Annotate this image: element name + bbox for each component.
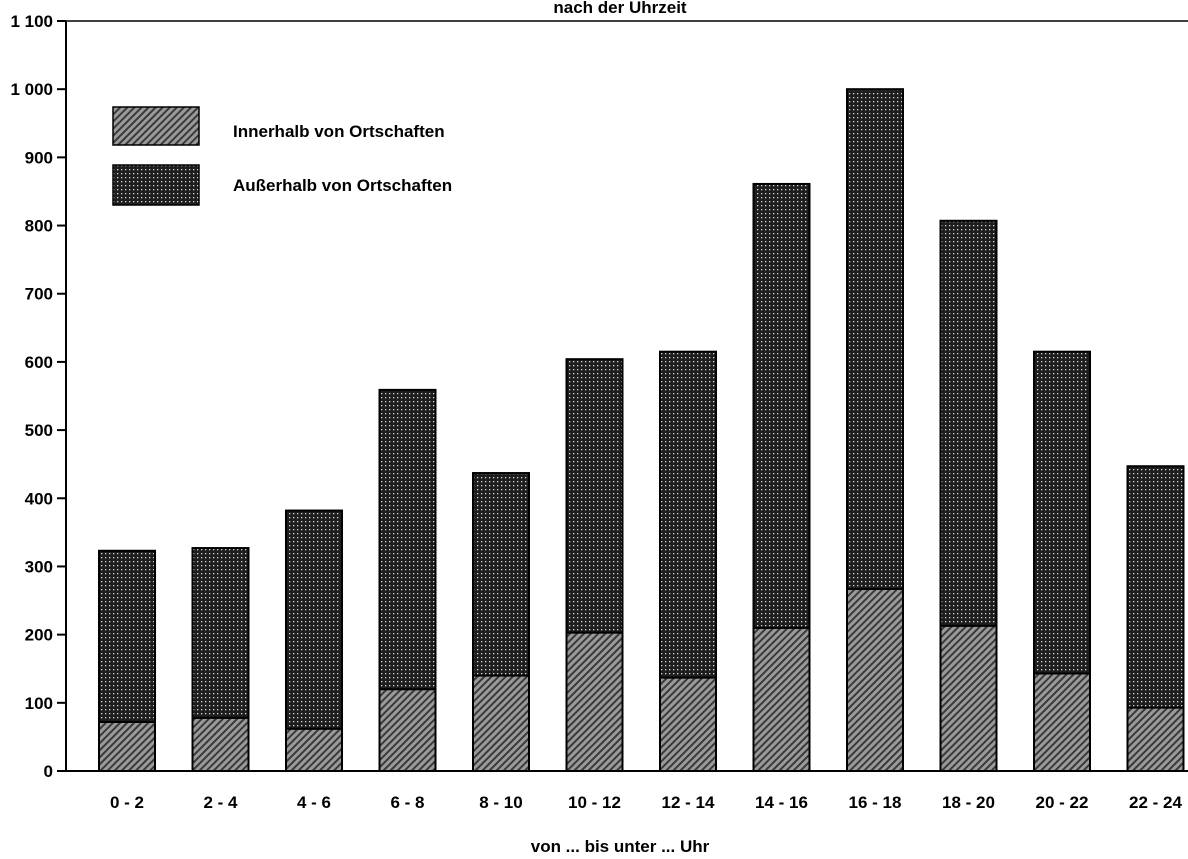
y-axis: 0 100 200 300 400 500 600 700 800 900 1 000 1 100 [10,12,1188,781]
bar-segment-innerhalb [939,624,998,772]
bar-segment-ausserhalb [565,358,624,634]
x-axis: 0 - 2 2 - 4 4 - 6 6 - 8 8 - 10 10 - 12 12 - 14… [66,770,1188,812]
bar-segment-innerhalb [285,727,343,773]
x-tick-label: 4 - 6 [297,793,331,812]
x-tick-label: 12 - 14 [662,793,715,812]
y-tick-label: 0 [44,762,53,781]
legend-label-inner: Innerhalb von Ortschaften [233,122,445,141]
y-tick-label: 1 100 [10,12,53,31]
bar-segment-innerhalb [846,587,904,772]
y-tick-label: 500 [25,421,53,440]
bars [98,88,1185,773]
y-tick-label: 200 [25,626,53,645]
legend-swatch-outer [112,164,200,206]
legend-swatch-inner [112,106,200,146]
bar-segment-innerhalb [191,716,250,772]
y-tick-label: 1 000 [10,80,53,99]
bar-segment-ausserhalb [659,350,717,679]
bar-segment-innerhalb [1033,672,1091,772]
y-tick-label: 900 [25,148,53,167]
x-tick-label: 16 - 18 [849,793,902,812]
y-tick-label: 800 [25,217,53,236]
bar-segment-innerhalb [98,720,156,773]
x-axis-label: von ... bis unter ... Uhr [531,837,710,856]
bar-segment-ausserhalb [1126,465,1185,709]
bar-segment-ausserhalb [191,547,250,719]
bar-segment-ausserhalb [285,509,343,730]
x-tick-label: 20 - 22 [1036,793,1089,812]
x-tick-label: 2 - 4 [203,793,238,812]
y-tick-label: 600 [25,353,53,372]
bar-segment-innerhalb [659,676,717,772]
bar-segment-innerhalb [1126,706,1185,772]
bar-segment-innerhalb [752,626,811,772]
x-tick-label: 8 - 10 [479,793,522,812]
x-tick-label: 6 - 8 [390,793,424,812]
legend-label-outer: Außerhalb von Ortschaften [233,176,452,195]
bar-segment-ausserhalb [846,88,904,590]
legend: Innerhalb von Ortschaften Außerhalb von … [112,106,452,206]
bar-segment-ausserhalb [1033,350,1091,675]
x-tick-label: 14 - 16 [755,793,808,812]
chart-title: nach der Uhrzeit [553,0,687,17]
y-tick-label: 700 [25,285,53,304]
bar-segment-ausserhalb [98,549,156,723]
y-tick-label: 400 [25,489,53,508]
x-tick-label: 10 - 12 [568,793,621,812]
bar-segment-innerhalb [378,688,437,773]
y-tick-label: 100 [25,694,53,713]
y-tick-label: 300 [25,557,53,576]
bar-segment-ausserhalb [378,388,437,691]
bar-segment-ausserhalb [939,219,998,627]
bar-segment-ausserhalb [752,182,811,629]
bar-segment-innerhalb [565,631,624,772]
x-tick-label: 0 - 2 [110,793,144,812]
bar-segment-ausserhalb [472,472,530,677]
x-tick-label: 22 - 24 [1129,793,1182,812]
bar-segment-innerhalb [472,674,530,773]
x-tick-label: 18 - 20 [942,793,995,812]
